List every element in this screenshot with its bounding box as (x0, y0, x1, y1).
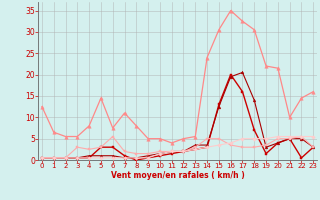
X-axis label: Vent moyen/en rafales ( km/h ): Vent moyen/en rafales ( km/h ) (111, 171, 244, 180)
